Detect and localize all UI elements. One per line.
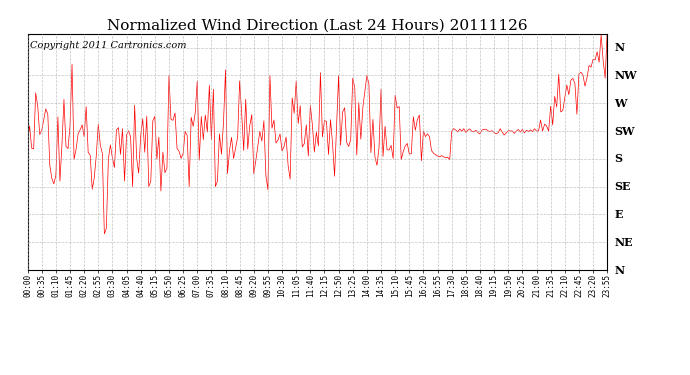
Text: SE: SE <box>614 181 631 192</box>
Text: E: E <box>614 209 622 220</box>
Text: N: N <box>614 42 624 53</box>
Text: NE: NE <box>614 237 633 248</box>
Text: S: S <box>614 153 622 164</box>
Text: NW: NW <box>614 70 637 81</box>
Title: Normalized Wind Direction (Last 24 Hours) 20111126: Normalized Wind Direction (Last 24 Hours… <box>107 19 528 33</box>
Text: SW: SW <box>614 126 635 136</box>
Text: Copyright 2011 Cartronics.com: Copyright 2011 Cartronics.com <box>30 41 187 50</box>
Text: W: W <box>614 98 627 109</box>
Text: N: N <box>614 264 624 276</box>
